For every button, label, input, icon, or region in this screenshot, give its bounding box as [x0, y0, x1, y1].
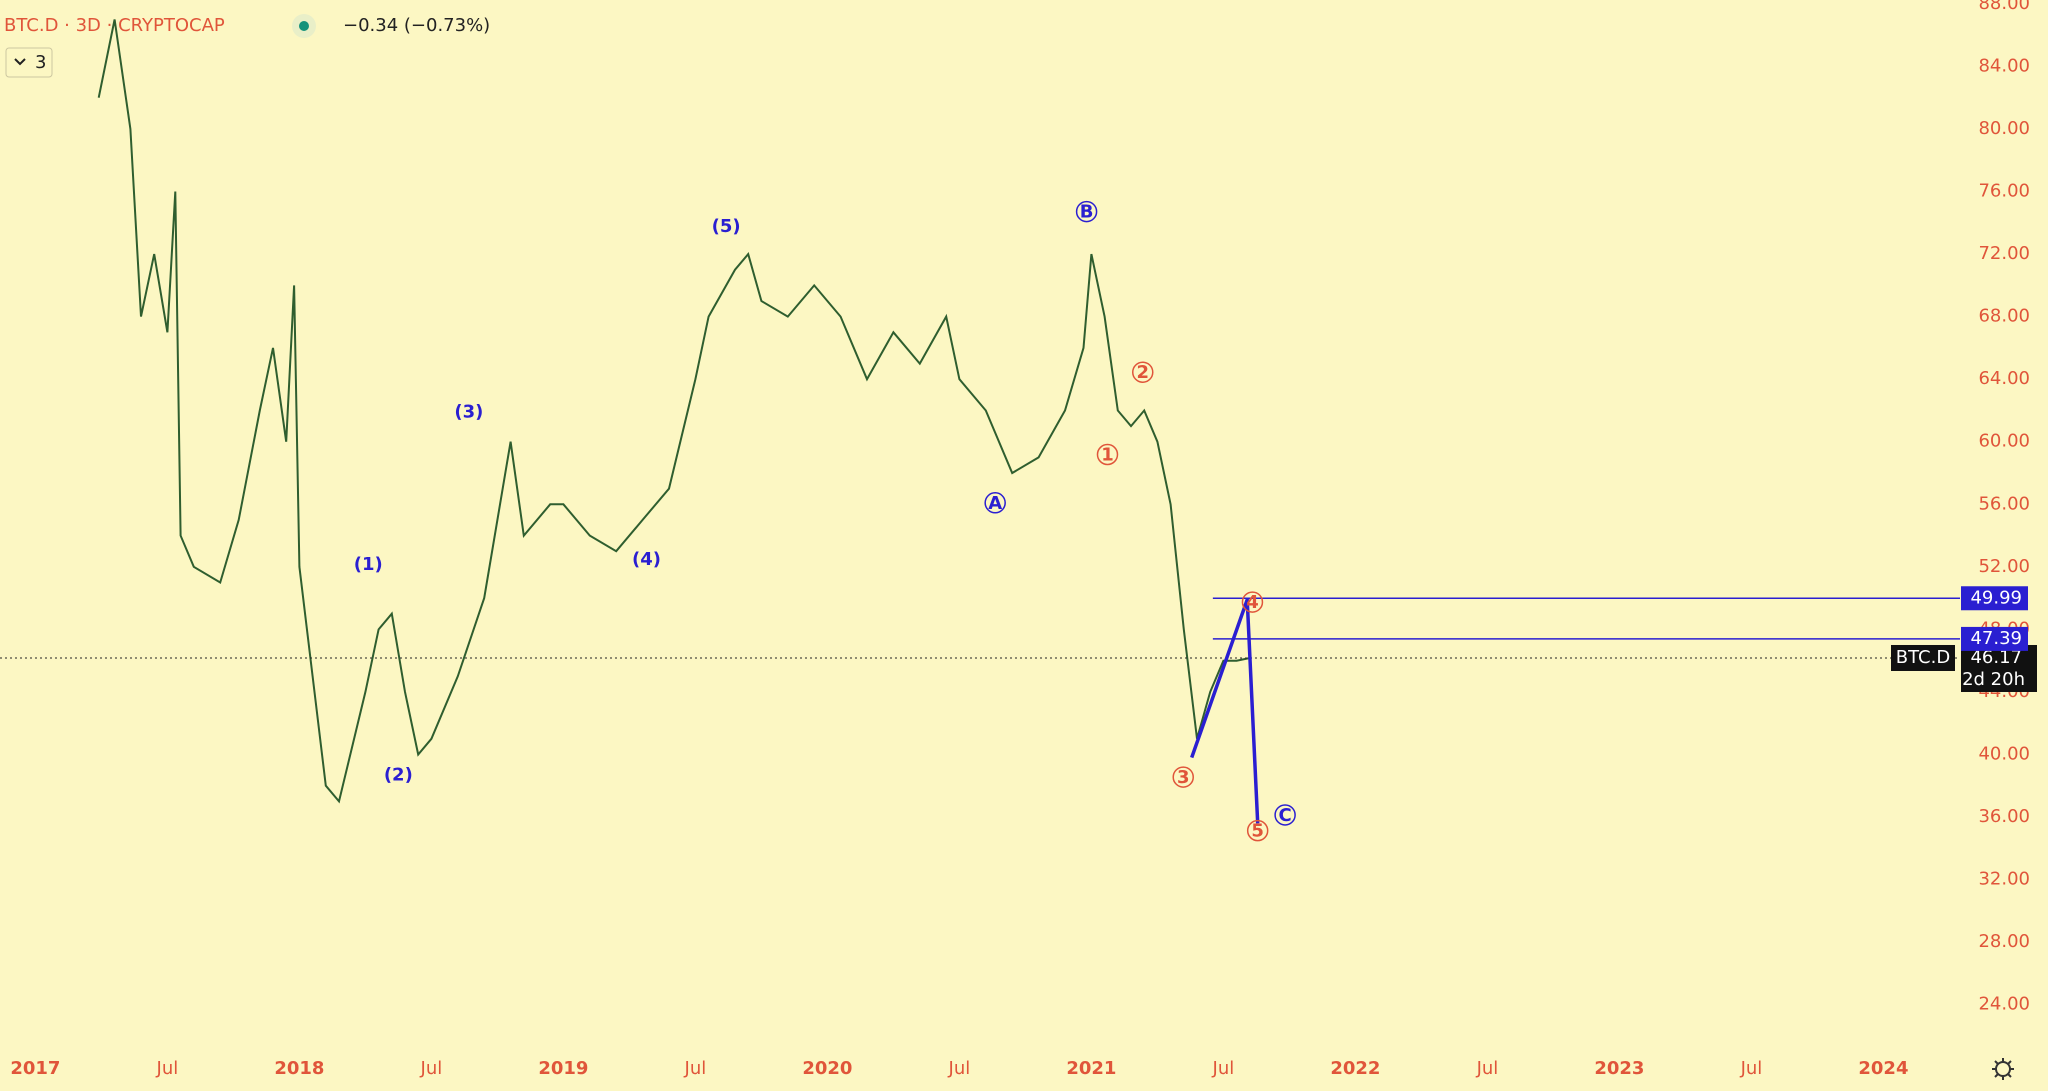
wave-label: A: [988, 493, 1002, 514]
x-tick-label: Jul: [684, 1058, 707, 1079]
wave-label: (4): [632, 549, 661, 570]
x-tick-label: Jul: [1476, 1058, 1499, 1079]
gear-teeth[interactable]: [1992, 1058, 2014, 1080]
x-tick-label: 2023: [1594, 1058, 1644, 1079]
x-tick-label: Jul: [948, 1058, 971, 1079]
y-tick-label: 56.00: [1978, 493, 2030, 514]
y-tick-label: 76.00: [1978, 181, 2030, 202]
x-tick-label: Jul: [420, 1058, 443, 1079]
x-tick-label: 2020: [802, 1058, 852, 1079]
wave-circle: [1274, 804, 1296, 826]
y-tick-label: 80.00: [1978, 118, 2030, 139]
wave-circle: [984, 492, 1006, 514]
chevron: [14, 58, 26, 66]
x-tick-label: 2019: [538, 1058, 588, 1079]
y-tick-label: 40.00: [1978, 743, 2030, 764]
wave-circle: [1246, 819, 1269, 842]
status-dot: [299, 21, 309, 31]
change: −0.34 (−0.73%): [343, 15, 490, 36]
x-tick-label: 2024: [1858, 1058, 1908, 1079]
wave-label: (3): [454, 401, 483, 422]
wave-circle: [1096, 443, 1119, 466]
y-tick-label: 28.00: [1978, 931, 2030, 952]
y-tick-label: 52.00: [1978, 556, 2030, 577]
wave-label: (2): [384, 764, 413, 785]
price-line: [97, 19, 1251, 804]
wave-label: 3: [1177, 767, 1190, 788]
y-tick-label: 68.00: [1978, 306, 2030, 327]
wave-circle: [1241, 591, 1264, 613]
symbol-tag-label: BTC.D: [1896, 647, 1950, 668]
wave-label: 2: [1136, 362, 1149, 383]
wave-circle: [1132, 361, 1154, 383]
wave-label: 1: [1101, 444, 1114, 465]
wave-label: 4: [1246, 592, 1259, 613]
wave-label: B: [1080, 202, 1094, 223]
wave-circle: [1172, 766, 1194, 788]
x-tick-label: 2022: [1330, 1058, 1380, 1079]
y-tick-label: 60.00: [1978, 431, 2030, 452]
level-tag: [1961, 586, 2028, 611]
x-tick-label: Jul: [1740, 1058, 1763, 1079]
x-tick-label: 2018: [274, 1058, 324, 1079]
wave-label: C: [1278, 805, 1291, 826]
price-tag: [1961, 644, 2037, 692]
level-tag-label: 49.99: [1970, 587, 2022, 608]
price-tag-label: 46.17: [1970, 647, 2022, 668]
symbol-tag: [1891, 644, 1955, 671]
x-tick-label: Jul: [1212, 1058, 1235, 1079]
y-tick-label: 32.00: [1978, 869, 2030, 890]
gear[interactable]: [1992, 1058, 2014, 1080]
level-tag-label: 47.39: [1970, 628, 2022, 649]
countdown: 2d 20h: [1962, 669, 2025, 690]
y-tick-label: 36.00: [1978, 806, 2030, 827]
x-tick-label: 2021: [1066, 1058, 1116, 1079]
wave-circle: [1075, 200, 1098, 223]
y-tick-label: 88.00: [1978, 0, 2030, 14]
x-tick-label: 2017: [10, 1058, 60, 1079]
level-tag: [1961, 626, 2028, 651]
layout-button[interactable]: [5, 47, 53, 78]
layout-count[interactable]: 3: [35, 52, 46, 73]
wave-label: (1): [354, 554, 383, 575]
y-tick-label: 72.00: [1978, 243, 2030, 264]
wave-drawing: [1190, 597, 1260, 824]
wave-label: (5): [712, 216, 741, 237]
y-tick-label: 64.00: [1978, 368, 2030, 389]
wave-label: 5: [1251, 821, 1264, 842]
y-tick-label: 24.00: [1978, 994, 2030, 1015]
x-tick-label: Jul: [156, 1058, 179, 1079]
y-tick-label: 84.00: [1978, 55, 2030, 76]
symbol-title: BTC.D · 3D · CRYPTOCAP: [4, 15, 225, 36]
